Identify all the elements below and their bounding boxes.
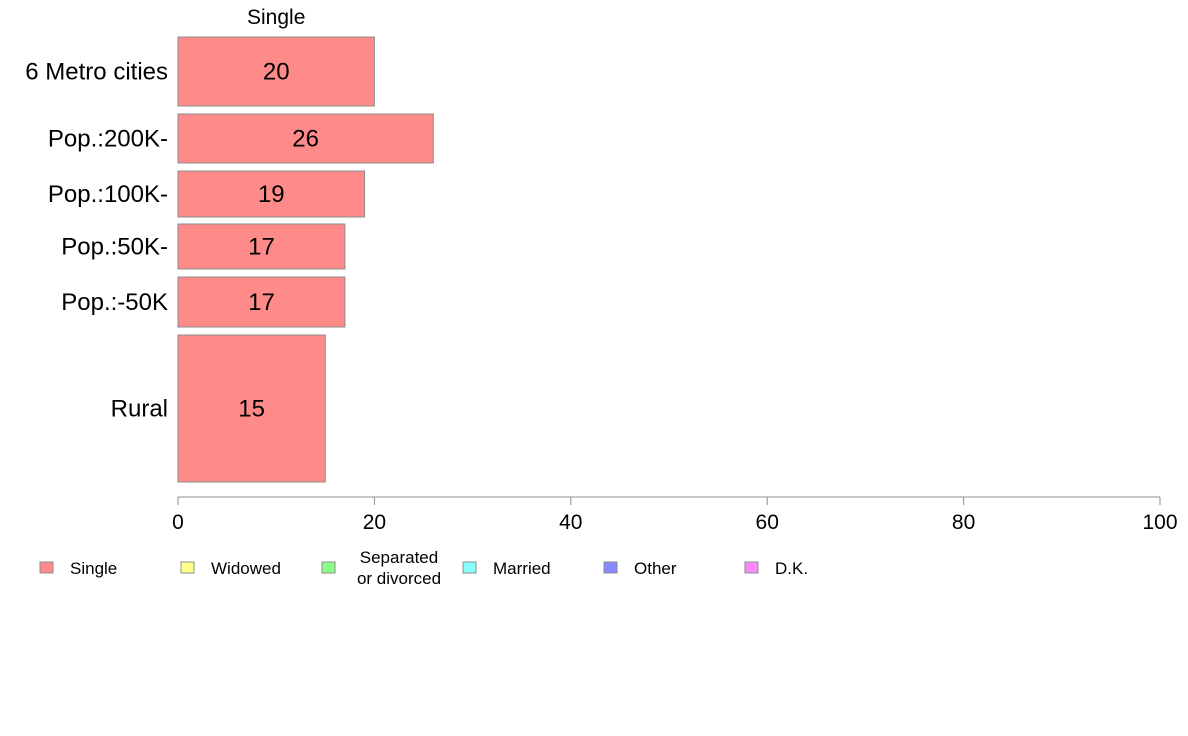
- legend: Single Widowed Separated or divorced Married…: [39, 548, 808, 588]
- legend-swatch: [180, 561, 195, 574]
- legend-label: Widowed: [211, 559, 281, 578]
- category-label: 6 Metro cities: [25, 59, 168, 86]
- x-tick-label: 20: [363, 511, 386, 534]
- legend-swatch: [744, 561, 759, 574]
- bar-single-2: [177, 170, 366, 218]
- legend-swatch: [603, 561, 618, 574]
- x-tick-label: 0: [172, 511, 184, 534]
- bar-single-3: [177, 223, 346, 270]
- legend-label: Single: [70, 559, 117, 578]
- data-label: 17: [248, 289, 275, 316]
- category-label: Pop.:100K-: [48, 181, 168, 208]
- legend-swatch: [462, 561, 477, 574]
- legend-swatch: [321, 561, 336, 574]
- data-label: 15: [238, 396, 265, 423]
- legend-label: Married: [493, 559, 551, 578]
- segment-header: Single: [247, 6, 305, 29]
- data-label: 20: [263, 59, 290, 86]
- x-tick-label: 100: [1142, 511, 1177, 534]
- bar-single-5: [177, 334, 326, 483]
- category-label: Rural: [111, 396, 168, 423]
- legend-swatch: [39, 561, 54, 574]
- bar-single-1: [177, 113, 434, 164]
- data-label: 19: [258, 181, 285, 208]
- data-label: 17: [248, 234, 275, 261]
- bars-group: Single 20 26 19 17 17 15: [177, 6, 434, 483]
- data-label: 26: [292, 126, 319, 153]
- legend-label: Other: [634, 559, 677, 578]
- x-tick-label: 60: [756, 511, 779, 534]
- category-label: Pop.:50K-: [61, 234, 168, 261]
- bar-single-4: [177, 276, 346, 328]
- x-axis: 0 20 40 60 80 100: [172, 496, 1178, 534]
- category-labels: 6 Metro cities Pop.:200K- Pop.:100K- Pop.:5…: [25, 59, 168, 423]
- category-label: Pop.:-50K: [61, 289, 168, 316]
- legend-label: D.K.: [775, 559, 808, 578]
- x-tick-label: 40: [559, 511, 582, 534]
- bar-single-0: [177, 36, 375, 107]
- legend-label: Separated or divorced: [357, 548, 441, 588]
- x-tick-label: 80: [952, 511, 975, 534]
- category-label: Pop.:200K-: [48, 126, 168, 153]
